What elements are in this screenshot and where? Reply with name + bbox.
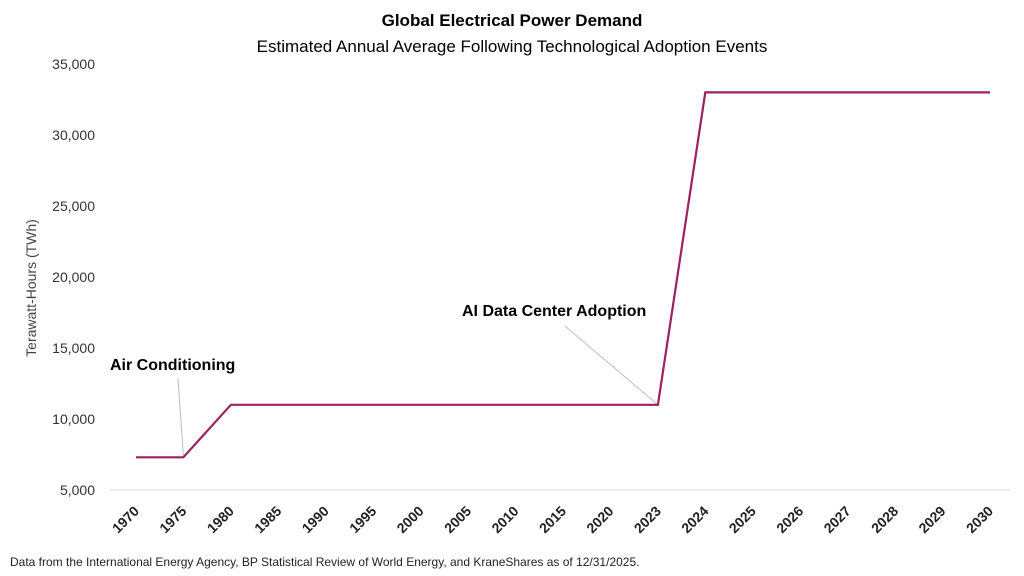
x-tick-label: 2029 xyxy=(915,503,948,536)
y-tick-label: 15,000 xyxy=(52,340,95,356)
chart-subtitle: Estimated Annual Average Following Techn… xyxy=(256,37,768,56)
x-tick-label: 2015 xyxy=(536,503,569,536)
annotations: Air Conditioning AI Data Center Adoption xyxy=(110,303,659,458)
x-tick-label: 2023 xyxy=(631,503,664,536)
y-tick-label: 25,000 xyxy=(52,198,95,214)
x-tick-label: 2010 xyxy=(488,503,521,536)
x-tick-label: 1975 xyxy=(156,503,189,536)
series-line xyxy=(136,91,990,459)
annotation-label: Air Conditioning xyxy=(110,357,235,374)
annotation-leader-line xyxy=(564,325,659,406)
x-tick-label: 2024 xyxy=(678,503,711,536)
y-tick-label: 20,000 xyxy=(52,269,95,285)
x-tick-label: 2000 xyxy=(393,503,426,536)
annotation-label: AI Data Center Adoption xyxy=(462,303,646,320)
annotation-leader-line xyxy=(177,377,184,458)
x-tick-label: 1985 xyxy=(251,503,284,536)
x-tick-label: 2027 xyxy=(820,503,853,536)
x-tick-label: 1980 xyxy=(204,503,237,536)
x-tick-label: 1995 xyxy=(346,503,379,536)
x-tick-label: 2020 xyxy=(583,503,616,536)
x-tick-label: 1970 xyxy=(109,503,142,536)
x-tick-label: 1990 xyxy=(299,503,332,536)
y-tick-label: 5,000 xyxy=(60,482,95,498)
x-axis-ticks: 1970 1975 1980 1985 1990 1995 2000 2005 2010 2015… xyxy=(109,503,996,536)
x-tick-label: 2030 xyxy=(963,503,996,536)
x-tick-label: 2026 xyxy=(773,503,806,536)
y-axis-label: Terawatt-Hours (TWh) xyxy=(23,219,39,357)
x-tick-label: 2025 xyxy=(726,503,759,536)
x-tick-label: 2028 xyxy=(868,503,901,536)
y-tick-label: 30,000 xyxy=(52,127,95,143)
y-tick-label: 35,000 xyxy=(52,56,95,72)
x-tick-label: 2005 xyxy=(441,503,474,536)
chart-title: Global Electrical Power Demand xyxy=(381,11,643,30)
y-tick-label: 10,000 xyxy=(52,411,95,427)
y-axis-ticks: 5,000 10,000 15,000 20,000 25,000 30,000 35,00… xyxy=(52,56,95,498)
source-note: Data from the International Energy Agenc… xyxy=(10,555,640,569)
